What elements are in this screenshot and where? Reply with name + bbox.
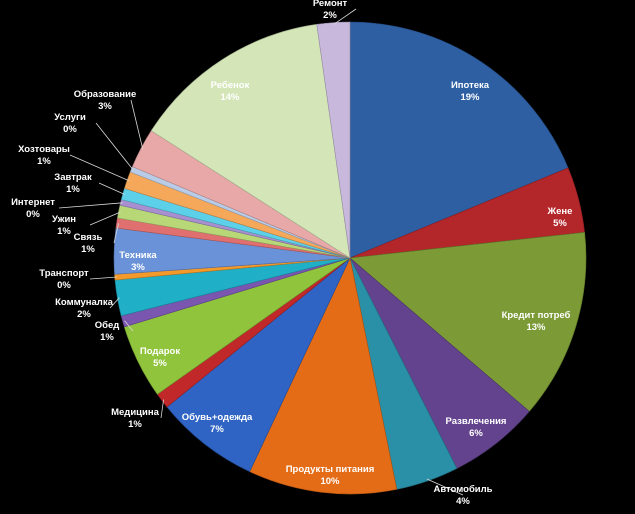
slice-percent-завтрак: 1% xyxy=(66,184,80,195)
leader-line-образование xyxy=(130,99,144,150)
slice-percent-услуги: 0% xyxy=(63,124,77,135)
slice-label-продукты-питания: Продукты питания xyxy=(286,464,375,475)
slice-percent-хозтовары: 1% xyxy=(37,156,51,167)
slice-label-кредит-потреб: Кредит потреб xyxy=(502,310,571,321)
slice-label-ремонт: Ремонт xyxy=(313,0,348,9)
pie-slice-обувь-одежда xyxy=(166,257,351,473)
leader-line-услуги xyxy=(95,122,134,171)
slice-label-развлечения: Развлечения xyxy=(446,416,507,427)
slice-percent-кредит-потреб: 13% xyxy=(526,322,546,333)
leader-line-хозтовары xyxy=(69,154,130,182)
slice-label-подарок: Подарок xyxy=(140,346,180,357)
slice-label-обед: Обед xyxy=(95,320,120,331)
slice-percent-продукты-питания: 10% xyxy=(320,476,340,487)
leader-line-связь xyxy=(113,223,119,244)
slice-percent-ужин: 1% xyxy=(57,226,71,237)
slice-label-транспорт: Транспорт xyxy=(39,268,89,279)
slice-label-медицина: Медицина xyxy=(111,407,159,418)
leader-line-обед xyxy=(124,320,134,332)
pie-slice-ипотека xyxy=(349,21,569,259)
leader-line-коммуналка xyxy=(109,297,120,309)
slice-percent-коммуналка: 2% xyxy=(77,309,91,320)
slice-label-завтрак: Завтрак xyxy=(54,172,92,183)
slice-percent-медицина: 1% xyxy=(128,419,142,430)
slice-label-услуги: Услуги xyxy=(54,112,86,123)
pie-slice-ремонт xyxy=(316,21,351,259)
slice-label-обувь-одежда: Обувь+одежда xyxy=(182,412,253,423)
slice-label-техника: Техника xyxy=(119,250,157,261)
slice-percent-обувь-одежда: 7% xyxy=(210,424,224,435)
slice-label-образование: Образование xyxy=(74,89,137,100)
slice-percent-обед: 1% xyxy=(100,332,114,343)
slice-percent-жене: 5% xyxy=(553,218,567,229)
slice-percent-ребенок: 14% xyxy=(220,92,240,103)
leader-line-транспорт xyxy=(89,276,117,280)
slice-percent-транспорт: 0% xyxy=(57,280,71,291)
leader-line-ужин xyxy=(89,211,121,226)
slice-label-интернет: Интернет xyxy=(11,197,55,208)
slice-percent-техника: 3% xyxy=(131,262,145,273)
slice-percent-ипотека: 19% xyxy=(460,92,480,103)
leader-line-завтрак xyxy=(98,182,125,195)
slice-percent-развлечения: 6% xyxy=(469,428,483,439)
leader-line-автомобиль xyxy=(426,478,464,496)
slice-label-ужин: Ужин xyxy=(52,214,76,225)
slice-label-ребенок: Ребенок xyxy=(211,80,250,91)
slice-percent-автомобиль: 4% xyxy=(456,496,470,507)
slice-percent-ремонт: 2% xyxy=(323,10,337,21)
slice-percent-интернет: 0% xyxy=(26,209,40,220)
slice-label-коммуналка: Коммуналка xyxy=(55,297,114,308)
leader-line-ремонт xyxy=(333,8,357,25)
slice-label-хозтовары: Хозтовары xyxy=(18,144,70,155)
leader-line-медицина xyxy=(160,399,164,419)
slice-label-жене: Жене xyxy=(547,206,573,217)
slice-percent-связь: 1% xyxy=(81,244,95,255)
slice-label-автомобиль: Автомобиль xyxy=(433,484,492,495)
leader-line-интернет xyxy=(58,202,123,209)
leader-lines xyxy=(58,8,464,496)
pie-slice-продукты-питания xyxy=(249,257,398,495)
slice-percent-подарок: 5% xyxy=(153,358,167,369)
slice-percent-образование: 3% xyxy=(98,101,112,112)
pie-slices xyxy=(113,21,587,495)
pie-slice-ребенок xyxy=(150,24,351,259)
slice-label-ипотека: Ипотека xyxy=(451,80,490,91)
pie-slice-кредит-потреб xyxy=(349,231,587,412)
slice-label-связь: Связь xyxy=(74,232,103,243)
